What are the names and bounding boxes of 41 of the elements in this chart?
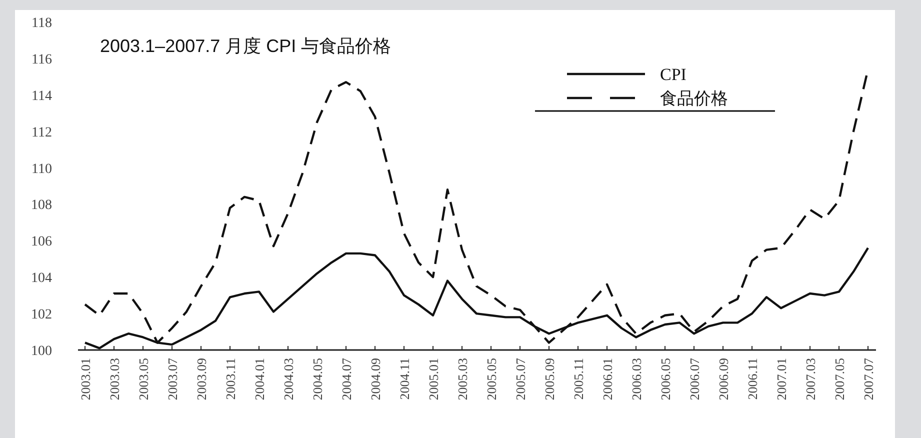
x-tick-label: 2003.05: [136, 358, 151, 400]
x-tick-label: 2006.05: [658, 358, 673, 400]
y-tick-label: 108: [31, 198, 52, 214]
x-tick-label: 2005.07: [513, 358, 528, 400]
x-tick-label: 2006.03: [629, 358, 644, 400]
y-tick-label: 100: [31, 344, 52, 359]
x-tick-label: 2003.03: [107, 358, 122, 400]
x-tick-label: 2006.07: [687, 358, 702, 400]
x-tick-label: 2004.11: [397, 358, 412, 400]
x-tick-label: 2005.03: [455, 358, 470, 400]
x-tick-label: 2005.09: [542, 358, 557, 400]
x-tick-label: 2004.05: [310, 358, 325, 400]
y-tick-label: 104: [31, 271, 52, 286]
x-tick-label: 2007.07: [861, 358, 876, 400]
legend-label: CPI: [660, 65, 687, 84]
x-tick-label: 2007.05: [832, 358, 847, 400]
legend-label: 食品价格: [660, 89, 728, 108]
x-tick-label: 2007.03: [803, 358, 818, 400]
y-tick-label: 114: [32, 88, 52, 104]
x-tick-label: 2003.09: [194, 358, 209, 400]
y-tick-label: 102: [31, 308, 52, 323]
x-tick-label: 2004.01: [252, 358, 267, 400]
y-tick-label: 116: [32, 52, 52, 68]
x-tick-label: 2003.07: [165, 358, 180, 400]
x-tick-label: 2006.11: [745, 358, 760, 400]
x-tick-label: 2005.05: [484, 358, 499, 400]
x-tick-label: 2003.01: [78, 358, 93, 400]
x-tick-label: 2005.11: [571, 358, 586, 400]
text: 2003.1–2007.7 月度 CPI 与食品价格: [100, 36, 392, 56]
x-tick-label: 2003.11: [223, 358, 238, 400]
x-tick-label: 2007.01: [774, 358, 789, 400]
x-tick-label: 2005.01: [426, 358, 441, 400]
y-tick-label: 106: [31, 234, 52, 250]
x-tick-label: 2006.09: [716, 358, 731, 400]
y-tick-label: 112: [32, 125, 52, 140]
x-tick-label: 2004.03: [281, 358, 296, 400]
y-tick-label: 118: [32, 16, 52, 31]
x-tick-label: 2006.01: [600, 358, 615, 400]
x-tick-label: 2004.09: [368, 358, 383, 400]
y-tick-label: 110: [32, 162, 52, 177]
x-tick-label: 2004.07: [339, 358, 354, 400]
